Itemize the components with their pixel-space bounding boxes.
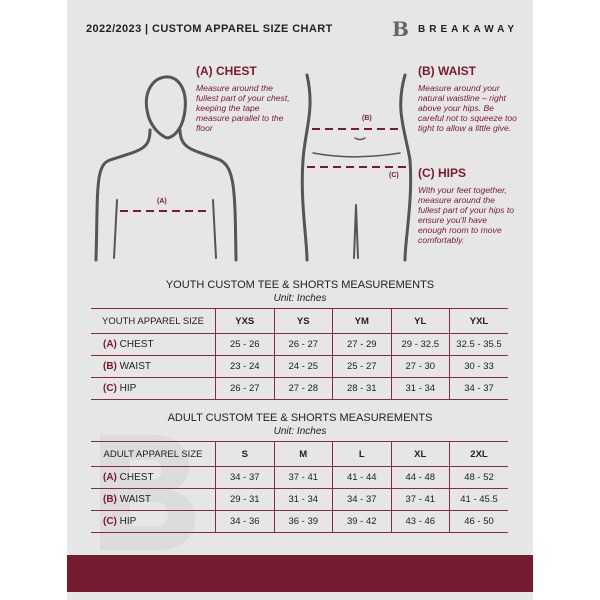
hips-marker: (C) bbox=[389, 172, 399, 179]
cell: 46 - 50 bbox=[449, 510, 508, 533]
cell: 27 - 30 bbox=[390, 355, 450, 378]
youth-table-title: YOUTH CUSTOM TEE & SHORTS MEASUREMENTS bbox=[165, 279, 435, 291]
head-outline bbox=[144, 75, 187, 140]
waist-marker: (B) bbox=[362, 115, 372, 122]
cell: 26 - 27 bbox=[215, 377, 274, 400]
youth-size-table: YOUTH APPAREL SIZE YXS YS YM YL YXL (A) CHEST… bbox=[91, 308, 508, 400]
footer-bar bbox=[67, 555, 533, 592]
figure-illustrations bbox=[94, 73, 413, 262]
cell: 34 - 37 bbox=[215, 466, 274, 489]
size-header: L bbox=[332, 441, 391, 467]
brand-logo: B bbox=[392, 17, 409, 41]
youth-unit: Unit: Inches bbox=[273, 293, 327, 304]
cell: 27 - 29 bbox=[332, 333, 391, 356]
leg-outline bbox=[353, 204, 359, 259]
cell: 25 - 27 bbox=[332, 355, 391, 378]
column-header: YOUTH APPAREL SIZE bbox=[91, 308, 216, 334]
adult-table-title: ADULT CUSTOM TEE & SHORTS MEASUREMENTS bbox=[167, 412, 433, 424]
page-title: 2022/2023 | CUSTOM APPAREL SIZE CHART bbox=[86, 23, 333, 35]
cell: 34 - 37 bbox=[449, 377, 508, 400]
cell: 34 - 37 bbox=[332, 488, 391, 511]
table-header-row: YOUTH APPAREL SIZE YXS YS YM YL YXL bbox=[91, 308, 508, 334]
size-header: XL bbox=[390, 441, 450, 467]
torso-outline bbox=[300, 73, 413, 262]
adult-unit: Unit: Inches bbox=[273, 426, 327, 437]
cell: 34 - 36 bbox=[215, 510, 274, 533]
cell: 44 - 48 bbox=[390, 466, 450, 489]
cell: 48 - 52 bbox=[449, 466, 508, 489]
cell: 37 - 41 bbox=[390, 488, 450, 511]
hips-heading: (C) HIPS bbox=[418, 166, 466, 180]
arms-outline bbox=[113, 199, 217, 259]
table-row: (B) WAIST 29 - 31 31 - 34 34 - 37 37 - 41 41 … bbox=[91, 488, 508, 511]
cell: 31 - 34 bbox=[390, 377, 450, 400]
cell: 28 - 31 bbox=[332, 377, 391, 400]
cell: 43 - 46 bbox=[390, 510, 450, 533]
chest-marker: (A) bbox=[157, 198, 167, 205]
size-header: YXL bbox=[449, 308, 508, 334]
table-row: (A) CHEST 34 - 37 37 - 41 41 - 44 44 - 48 48 … bbox=[91, 466, 508, 489]
table-row: (C) HIP 26 - 27 27 - 28 28 - 31 31 - 34 34 - … bbox=[91, 377, 508, 400]
waist-instructions: Measure around your natural waistline – … bbox=[418, 83, 517, 133]
cell: 26 - 27 bbox=[273, 333, 333, 356]
row-label: (A) CHEST bbox=[91, 466, 216, 489]
size-header: 2XL bbox=[449, 441, 508, 467]
table-row: (B) WAIST 23 - 24 24 - 25 25 - 27 27 - 30 30 … bbox=[91, 355, 508, 378]
waist-heading: (B) WAIST bbox=[418, 64, 476, 78]
row-label: (B) WAIST bbox=[91, 355, 216, 378]
table-row: (C) HIP 34 - 36 36 - 39 39 - 42 43 - 46 46 - … bbox=[91, 510, 508, 533]
cell: 31 - 34 bbox=[273, 488, 333, 511]
adult-size-table: ADULT APPAREL SIZE S M L XL 2XL (A) CHEST 34 -… bbox=[91, 441, 508, 533]
size-header: S bbox=[215, 441, 274, 467]
size-header: YM bbox=[332, 308, 391, 334]
size-header: YS bbox=[273, 308, 333, 334]
row-label: (C) HIP bbox=[91, 377, 216, 400]
cell: 24 - 25 bbox=[273, 355, 333, 378]
row-label: (B) WAIST bbox=[91, 488, 216, 511]
brand-name: BREAKAWAY bbox=[418, 24, 519, 35]
chest-instructions: Measure around the fullest part of your … bbox=[196, 83, 290, 133]
cell: 36 - 39 bbox=[273, 510, 333, 533]
cell: 41 - 45.5 bbox=[449, 488, 508, 511]
row-label: (A) CHEST bbox=[91, 333, 216, 356]
shoulders-outline bbox=[94, 128, 238, 262]
cell: 27 - 28 bbox=[273, 377, 333, 400]
chest-heading: (A) CHEST bbox=[196, 64, 257, 78]
column-header: ADULT APPAREL SIZE bbox=[91, 441, 216, 467]
cell: 41 - 44 bbox=[332, 466, 391, 489]
size-header: YL bbox=[390, 308, 450, 334]
cell: 32.5 - 35.5 bbox=[449, 333, 508, 356]
size-header: M bbox=[273, 441, 333, 467]
hips-instructions: With your feet together, measure around … bbox=[418, 185, 515, 245]
row-label: (C) HIP bbox=[91, 510, 216, 533]
table-row: (A) CHEST 25 - 26 26 - 27 27 - 29 29 - 32.5 3… bbox=[91, 333, 508, 356]
cell: 30 - 33 bbox=[449, 355, 508, 378]
table-header-row: ADULT APPAREL SIZE S M L XL 2XL bbox=[91, 441, 508, 467]
cell: 39 - 42 bbox=[332, 510, 391, 533]
cell: 37 - 41 bbox=[273, 466, 333, 489]
size-header: YXS bbox=[215, 308, 274, 334]
cell: 25 - 26 bbox=[215, 333, 274, 356]
cell: 23 - 24 bbox=[215, 355, 274, 378]
cell: 29 - 31 bbox=[215, 488, 274, 511]
cell: 29 - 32.5 bbox=[390, 333, 450, 356]
